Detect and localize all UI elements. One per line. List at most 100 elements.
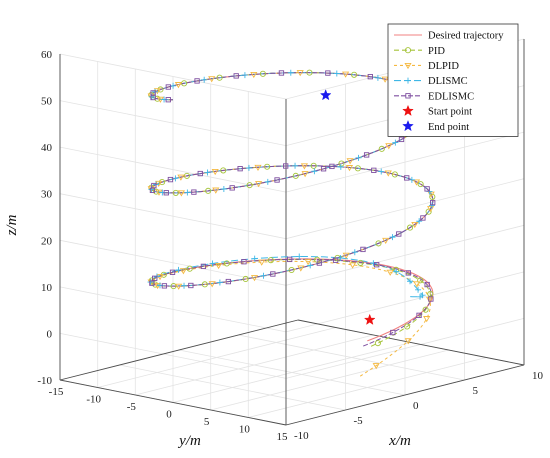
series-marker-4: [428, 296, 434, 302]
x-tick-label: 5: [473, 385, 479, 397]
x-tick-label: -5: [354, 415, 364, 427]
markers: [147, 69, 436, 370]
series-marker-2: [179, 268, 187, 275]
series-marker-1: [354, 165, 361, 172]
series-marker-3: [370, 260, 377, 267]
z-tick-label: 0: [47, 328, 53, 340]
series-marker-4: [233, 73, 239, 79]
series-marker-4: [404, 175, 410, 181]
series-marker-1: [351, 71, 358, 78]
series-marker-2: [411, 221, 419, 229]
grid-line-z: [59, 364, 525, 426]
series-marker-3: [311, 168, 318, 175]
y-tick-label: 10: [239, 424, 251, 436]
series-marker-3: [241, 72, 248, 79]
series-marker-1: [246, 182, 253, 189]
legend-swatch-marker-2: [404, 62, 412, 70]
series-marker-3: [296, 253, 303, 260]
grid-line-x: [119, 84, 346, 411]
axis-edge: [297, 319, 525, 366]
series-marker-1: [422, 306, 429, 313]
legend-label-4: EDLISMC: [428, 91, 474, 102]
series-marker-2: [372, 363, 380, 370]
z-tick-label: 10: [41, 282, 53, 294]
series-marker-2: [342, 252, 350, 259]
legend-label-3: DLISMC: [428, 76, 468, 87]
series-marker-4: [167, 176, 174, 183]
series-marker-3: [172, 175, 179, 182]
series-marker-4: [316, 260, 323, 266]
series-marker-3: [337, 255, 344, 262]
series-marker-2: [177, 190, 185, 197]
axis-edge: [59, 319, 299, 381]
legend-swatch-marker-1: [404, 47, 412, 54]
series-marker-3: [407, 278, 414, 285]
series-marker-1: [338, 160, 345, 167]
series-marker-1: [374, 340, 381, 347]
series-marker-4: [420, 215, 426, 221]
series-marker-2: [254, 164, 262, 171]
series-marker-1: [170, 283, 177, 290]
series-marker-4: [191, 189, 197, 195]
series-marker-1: [205, 187, 212, 194]
series-marker-2: [349, 262, 357, 269]
series-marker-2: [426, 296, 434, 303]
grid-line-y: [247, 91, 487, 419]
series-marker-3: [220, 186, 227, 193]
series-line-4: [150, 72, 434, 347]
series-marker-2: [174, 82, 182, 89]
series-marker-1: [310, 162, 317, 169]
series-marker-1: [417, 181, 424, 188]
series-marker-2: [155, 180, 163, 187]
series-marker-4: [237, 166, 243, 172]
series-marker-2: [412, 179, 421, 186]
series-marker-1: [201, 281, 208, 288]
series-marker-3: [292, 162, 299, 169]
series-marker-4: [194, 78, 200, 84]
series-marker-4: [396, 231, 402, 237]
series-marker-4: [416, 312, 422, 319]
series-marker-1: [220, 167, 227, 174]
series-marker-2: [208, 76, 216, 83]
series-marker-2: [381, 76, 389, 83]
series-marker-3: [170, 82, 177, 89]
z-tick-label: 60: [41, 49, 53, 61]
axes: [59, 39, 525, 426]
series-marker-2: [297, 265, 305, 272]
series-marker-3: [264, 178, 271, 185]
y-tick-label: 0: [166, 409, 172, 421]
series-marker-1: [406, 224, 414, 231]
series-marker-2: [156, 274, 164, 281]
end-point-marker: [319, 89, 332, 101]
y-tick-label: 5: [204, 416, 210, 428]
series-marker-4: [165, 97, 171, 103]
legend-swatch-marker-3: [405, 77, 411, 84]
series-marker-2: [177, 174, 185, 181]
series-marker-4: [241, 259, 247, 265]
y-tick-label: -10: [86, 394, 101, 406]
series-marker-4: [161, 283, 168, 289]
series-marker-4: [332, 257, 339, 263]
series-marker-2: [404, 338, 412, 345]
axis-labels: x/m y/m z/m: [4, 214, 411, 449]
series-marker-4: [374, 262, 380, 268]
x-tick-label: -10: [294, 430, 309, 442]
series-marker-3: [415, 286, 422, 293]
y-tick-label: -5: [127, 401, 137, 413]
axis-edge: [59, 379, 287, 426]
series-marker-4: [150, 94, 156, 101]
series-marker-4: [424, 186, 430, 192]
series-marker-4: [367, 74, 373, 80]
series-marker-2: [208, 281, 216, 288]
series-marker-3: [378, 168, 385, 175]
series-marker-1: [154, 95, 161, 102]
series-marker-3: [416, 218, 423, 225]
series-marker-3: [251, 255, 258, 262]
series-marker-3: [307, 262, 314, 269]
series-marker-1: [391, 171, 398, 178]
legend-swatch-marker-5: [402, 104, 414, 116]
series-marker-4: [274, 177, 280, 183]
series-marker-1: [292, 172, 299, 179]
series-marker-3: [216, 279, 223, 286]
